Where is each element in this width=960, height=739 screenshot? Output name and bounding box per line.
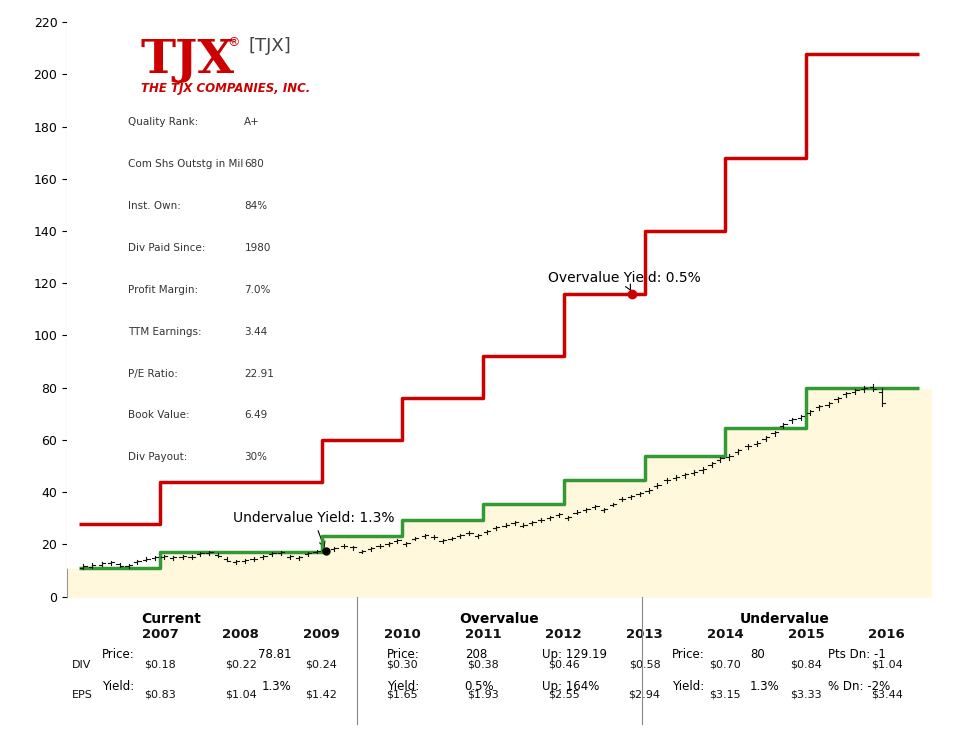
Text: $0.46: $0.46 <box>548 660 580 670</box>
Text: 2015: 2015 <box>788 628 825 641</box>
Text: Undervalue: Undervalue <box>739 612 829 626</box>
Text: 2011: 2011 <box>465 628 501 641</box>
Text: Price:: Price: <box>672 647 705 661</box>
Text: Pts Dn: -1: Pts Dn: -1 <box>828 647 885 661</box>
Text: $0.18: $0.18 <box>144 660 176 670</box>
Text: EPS: EPS <box>71 689 92 700</box>
Text: Current: Current <box>141 612 201 626</box>
Text: Com Shs Outstg in Mil: Com Shs Outstg in Mil <box>128 159 243 169</box>
Text: A+: A+ <box>244 117 260 127</box>
Text: [TJX]: [TJX] <box>249 36 292 55</box>
Text: 2007: 2007 <box>142 628 179 641</box>
Text: $3.44: $3.44 <box>871 689 902 700</box>
Text: Book Value:: Book Value: <box>128 410 189 420</box>
Text: $0.58: $0.58 <box>629 660 660 670</box>
Text: $2.55: $2.55 <box>548 689 580 700</box>
Text: 2009: 2009 <box>303 628 340 641</box>
Text: Price:: Price: <box>102 647 134 661</box>
Text: 2016: 2016 <box>869 628 905 641</box>
Text: Quality Rank:: Quality Rank: <box>128 117 198 127</box>
Text: Inst. Own:: Inst. Own: <box>128 201 180 211</box>
Text: P/E Ratio:: P/E Ratio: <box>128 369 178 378</box>
Text: Undervalue Yield: 1.3%: Undervalue Yield: 1.3% <box>232 511 395 547</box>
Text: 2013: 2013 <box>626 628 663 641</box>
Text: $3.15: $3.15 <box>709 689 741 700</box>
Text: TTM Earnings:: TTM Earnings: <box>128 327 202 336</box>
Text: $0.84: $0.84 <box>790 660 822 670</box>
Text: 2012: 2012 <box>545 628 582 641</box>
Text: DIV: DIV <box>71 660 91 670</box>
Text: 0.5%: 0.5% <box>465 680 494 692</box>
Text: 78.81: 78.81 <box>258 647 292 661</box>
Text: $0.38: $0.38 <box>468 660 499 670</box>
Text: Yield:: Yield: <box>672 680 705 692</box>
Text: $1.42: $1.42 <box>305 689 338 700</box>
Text: $0.22: $0.22 <box>225 660 256 670</box>
Text: Price:: Price: <box>387 647 420 661</box>
Text: 1.3%: 1.3% <box>750 680 780 692</box>
Text: 6.49: 6.49 <box>244 410 268 420</box>
Text: 7.0%: 7.0% <box>244 285 271 295</box>
Text: 680: 680 <box>244 159 264 169</box>
Text: 2014: 2014 <box>707 628 744 641</box>
Text: % Dn: -2%: % Dn: -2% <box>828 680 890 692</box>
Text: Overvalue Yield: 0.5%: Overvalue Yield: 0.5% <box>547 271 701 290</box>
Text: $1.04: $1.04 <box>225 689 256 700</box>
Text: 1.3%: 1.3% <box>262 680 292 692</box>
Text: $1.93: $1.93 <box>468 689 499 700</box>
Text: Div Payout:: Div Payout: <box>128 452 187 463</box>
Text: $0.24: $0.24 <box>305 660 338 670</box>
Text: 80: 80 <box>750 647 764 661</box>
Text: Profit Margin:: Profit Margin: <box>128 285 198 295</box>
Text: 2010: 2010 <box>384 628 420 641</box>
Text: ®: ® <box>227 36 240 50</box>
Text: $2.94: $2.94 <box>629 689 660 700</box>
Text: $1.65: $1.65 <box>387 689 419 700</box>
Text: $0.83: $0.83 <box>144 689 176 700</box>
Text: Div Paid Since:: Div Paid Since: <box>128 242 205 253</box>
Text: 2008: 2008 <box>223 628 259 641</box>
Text: THE TJX COMPANIES, INC.: THE TJX COMPANIES, INC. <box>140 83 310 95</box>
Text: 84%: 84% <box>244 201 268 211</box>
Text: Yield:: Yield: <box>102 680 134 692</box>
Text: TJX: TJX <box>140 36 235 83</box>
Text: 22.91: 22.91 <box>244 369 275 378</box>
Text: Up: 164%: Up: 164% <box>542 680 600 692</box>
Text: Overvalue: Overvalue <box>459 612 540 626</box>
Text: 208: 208 <box>465 647 487 661</box>
Text: Up: 129.19: Up: 129.19 <box>542 647 608 661</box>
Text: $0.70: $0.70 <box>709 660 741 670</box>
Text: 1980: 1980 <box>244 242 271 253</box>
Text: $0.30: $0.30 <box>387 660 419 670</box>
Text: $1.04: $1.04 <box>871 660 902 670</box>
Text: 30%: 30% <box>244 452 267 463</box>
Text: 3.44: 3.44 <box>244 327 268 336</box>
Text: Yield:: Yield: <box>387 680 420 692</box>
Text: $3.33: $3.33 <box>790 689 822 700</box>
